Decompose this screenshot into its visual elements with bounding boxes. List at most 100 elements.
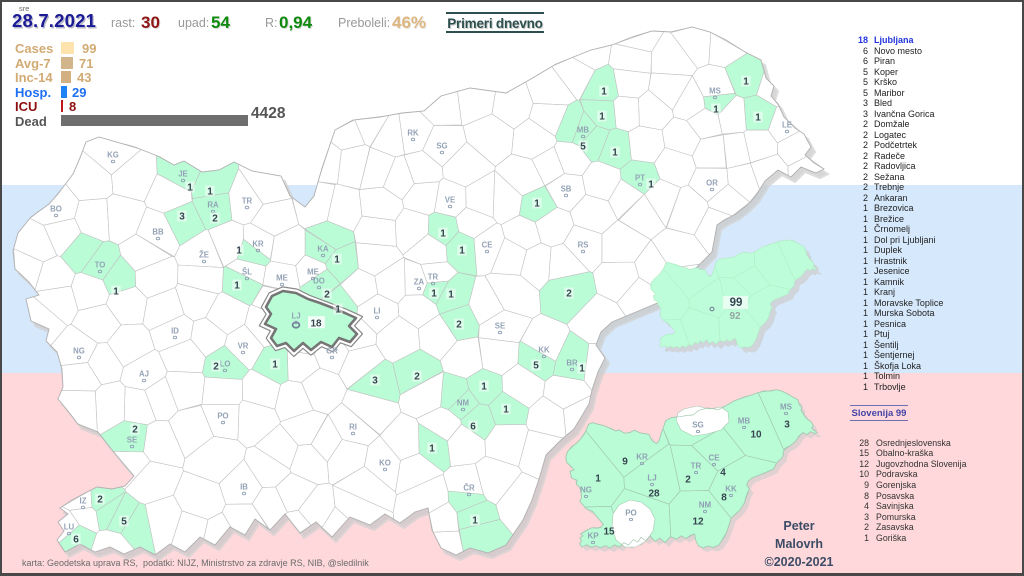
svg-text:1: 1 <box>207 187 213 198</box>
svg-text:BB: BB <box>152 228 164 237</box>
svg-text:SE: SE <box>495 322 505 331</box>
svg-text:1: 1 <box>334 255 340 266</box>
svg-text:IZ: IZ <box>80 497 87 506</box>
svg-text:6: 6 <box>470 422 476 433</box>
svg-text:VR: VR <box>238 342 249 351</box>
svg-text:LI: LI <box>374 307 381 316</box>
svg-text:ME: ME <box>307 268 319 277</box>
svg-text:KA: KA <box>317 245 329 254</box>
svg-text:2: 2 <box>324 290 330 301</box>
svg-text:LJ: LJ <box>291 312 300 321</box>
svg-text:KK: KK <box>725 485 737 494</box>
svg-text:1: 1 <box>440 229 446 240</box>
svg-text:LO: LO <box>220 360 231 369</box>
svg-text:SG: SG <box>436 142 447 151</box>
svg-text:NM: NM <box>699 501 712 510</box>
svg-text:NG: NG <box>73 347 85 356</box>
svg-text:2: 2 <box>213 362 219 373</box>
svg-text:TR: TR <box>691 462 702 471</box>
svg-text:LJ: LJ <box>647 474 656 483</box>
svg-text:ČR: ČR <box>463 484 475 493</box>
svg-text:92: 92 <box>729 311 741 322</box>
svg-text:ME: ME <box>276 274 288 283</box>
svg-text:CE: CE <box>708 454 720 463</box>
svg-text:1: 1 <box>599 112 605 123</box>
svg-text:NG: NG <box>580 486 592 495</box>
svg-text:1: 1 <box>472 516 478 527</box>
svg-text:1: 1 <box>459 246 465 257</box>
svg-text:CE: CE <box>482 241 493 250</box>
svg-text:15: 15 <box>603 527 615 538</box>
svg-text:1: 1 <box>335 305 341 316</box>
svg-text:AJ: AJ <box>139 370 149 379</box>
svg-text:BO: BO <box>50 205 62 214</box>
svg-text:1: 1 <box>534 199 540 210</box>
svg-text:OR: OR <box>706 179 718 188</box>
svg-text:2: 2 <box>566 289 572 300</box>
svg-text:1: 1 <box>503 405 509 416</box>
svg-text:KR: KR <box>636 453 648 462</box>
svg-text:KG: KG <box>107 151 119 160</box>
svg-text:DO: DO <box>313 277 325 286</box>
svg-text:RA: RA <box>207 201 219 210</box>
svg-text:3: 3 <box>372 376 378 387</box>
svg-text:RI: RI <box>349 423 357 432</box>
svg-text:KK: KK <box>538 346 550 355</box>
svg-text:1: 1 <box>431 289 437 300</box>
svg-text:10: 10 <box>750 430 762 441</box>
svg-text:RS: RS <box>578 241 589 250</box>
svg-text:5: 5 <box>580 142 586 153</box>
svg-text:SG: SG <box>692 421 704 430</box>
svg-text:ŠL: ŠL <box>242 268 252 277</box>
svg-text:2: 2 <box>456 320 462 331</box>
svg-text:5: 5 <box>533 361 539 372</box>
svg-text:1: 1 <box>187 183 193 194</box>
svg-text:KR: KR <box>252 240 264 249</box>
svg-text:9: 9 <box>622 457 628 468</box>
svg-text:2: 2 <box>414 372 420 383</box>
svg-text:1: 1 <box>234 281 240 292</box>
svg-text:18: 18 <box>310 319 322 330</box>
svg-text:1: 1 <box>448 290 454 301</box>
svg-text:1: 1 <box>713 105 719 116</box>
svg-text:ZA: ZA <box>414 278 425 287</box>
svg-text:5: 5 <box>121 517 127 528</box>
svg-text:GR: GR <box>326 347 338 356</box>
svg-text:1: 1 <box>612 148 618 159</box>
svg-text:3: 3 <box>784 420 790 431</box>
svg-text:1: 1 <box>272 360 278 371</box>
svg-text:MS: MS <box>780 403 793 412</box>
svg-text:BR: BR <box>566 359 578 368</box>
svg-text:1: 1 <box>236 246 242 257</box>
svg-text:KO: KO <box>379 459 391 468</box>
svg-text:LU: LU <box>64 523 75 532</box>
svg-text:VE: VE <box>445 196 455 205</box>
svg-text:2: 2 <box>685 475 691 486</box>
svg-text:LE: LE <box>782 121 792 130</box>
svg-text:PO: PO <box>625 509 637 518</box>
svg-text:28: 28 <box>648 489 660 500</box>
svg-text:99: 99 <box>730 297 743 309</box>
svg-text:NM: NM <box>457 399 469 408</box>
svg-text:4: 4 <box>720 468 726 479</box>
svg-text:2: 2 <box>212 214 218 225</box>
svg-text:RK: RK <box>407 129 419 138</box>
svg-text:SB: SB <box>561 185 572 194</box>
svg-text:1: 1 <box>429 444 435 455</box>
svg-text:PT: PT <box>635 174 645 183</box>
svg-text:TR: TR <box>242 197 253 206</box>
svg-text:3: 3 <box>179 212 185 223</box>
svg-text:1: 1 <box>595 474 601 485</box>
svg-text:ŽE: ŽE <box>199 251 209 260</box>
svg-text:1: 1 <box>743 77 749 88</box>
svg-text:SE: SE <box>127 436 137 445</box>
svg-text:2: 2 <box>97 495 103 506</box>
svg-text:MS: MS <box>709 87 721 96</box>
svg-text:KP: KP <box>587 532 599 541</box>
svg-text:1: 1 <box>113 287 119 298</box>
svg-text:2: 2 <box>132 425 138 436</box>
svg-text:TO: TO <box>95 261 106 270</box>
svg-text:8: 8 <box>721 493 727 504</box>
svg-text:1: 1 <box>755 113 761 124</box>
svg-text:ID: ID <box>171 327 179 336</box>
